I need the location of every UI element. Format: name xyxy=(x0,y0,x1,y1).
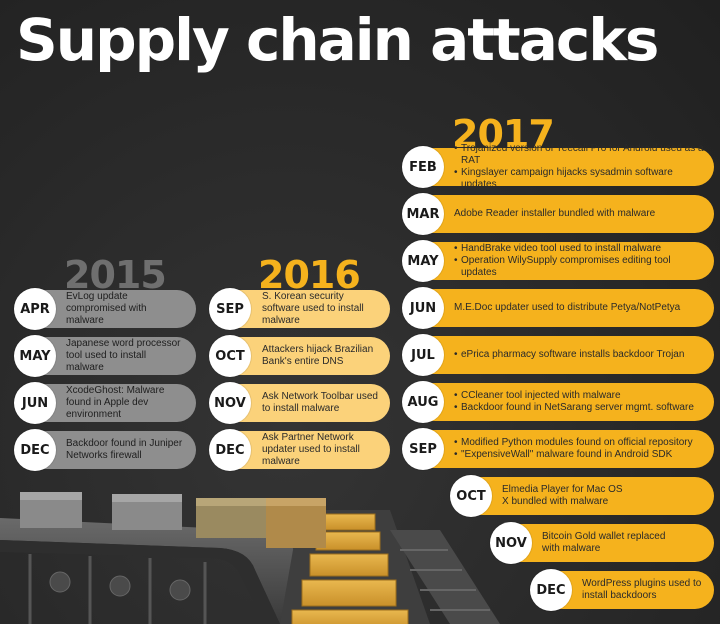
timeline-entry-2017-oct: Elmedia Player for Mac OS X bundled with… xyxy=(472,477,714,515)
entry-text: Attackers hijack Brazilian Bank's entire… xyxy=(262,344,374,367)
page-title: Supply chain attacks xyxy=(16,6,659,74)
entry-text: EvLog update compromised with malware xyxy=(66,291,147,326)
timeline-entry-2017-aug: CCleaner tool injected with malware Back… xyxy=(424,383,714,421)
bullet-item: Kingslayer campaign hijacks sysadmin sof… xyxy=(454,167,704,191)
timeline-entry-2017-feb: Trojanized version of Yeecall Pro for An… xyxy=(424,143,714,190)
entry-text: Ask Network Toolbar used to install malw… xyxy=(262,391,378,414)
timeline-entry-2015-apr: EvLog update compromised with malware xyxy=(36,290,196,328)
timeline-entry-2017-may: HandBrake video tool used to install mal… xyxy=(424,242,714,280)
timeline-entry-2015-may: Japanese word processor tool used to ins… xyxy=(36,337,196,375)
entry-text: WordPress plugins used to install backdo… xyxy=(582,578,702,601)
entry-bullets: Modified Python modules found on officia… xyxy=(454,437,693,461)
entry-text: S. Korean security software used to inst… xyxy=(262,291,364,326)
month-badge-may: MAY xyxy=(402,240,444,282)
year-heading-2015: 2015 xyxy=(64,253,167,297)
timeline-entry-2017-mar: Adobe Reader installer bundled with malw… xyxy=(424,195,714,233)
timeline-entry-2016-dec: Ask Partner Network updater used to inst… xyxy=(232,431,390,469)
entry-bullets: CCleaner tool injected with malware Back… xyxy=(454,390,694,414)
timeline-entry-2016-sep: S. Korean security software used to inst… xyxy=(232,290,390,328)
month-badge-apr: APR xyxy=(14,288,56,330)
year-heading-2016: 2016 xyxy=(258,253,361,297)
entry-text: Bitcoin Gold wallet replaced with malwar… xyxy=(542,531,666,554)
timeline-entry-2017-jul: ePrica pharmacy software installs backdo… xyxy=(424,336,714,374)
bullet-item: "ExpensiveWall" malware found in Android… xyxy=(454,449,693,461)
timeline-entry-2017-jun: M.E.Doc updater used to distribute Petya… xyxy=(424,289,714,327)
entry-text: Backdoor found in Juniper Networks firew… xyxy=(66,438,183,461)
month-badge-nov: NOV xyxy=(490,522,532,564)
month-badge-dec: DEC xyxy=(530,569,572,611)
entry-text: Ask Partner Network updater used to inst… xyxy=(262,432,360,467)
month-badge-nov: NOV xyxy=(209,382,251,424)
month-badge-feb: FEB xyxy=(402,146,444,188)
bullet-item: ePrica pharmacy software installs backdo… xyxy=(454,349,684,361)
conveyor-belt-illustration xyxy=(0,492,500,624)
timeline-entry-2015-jun: XcodeGhost: Malware found in Apple dev e… xyxy=(36,384,196,422)
entry-bullets: ePrica pharmacy software installs backdo… xyxy=(454,349,684,361)
timeline-entry-2015-dec: Backdoor found in Juniper Networks firew… xyxy=(36,431,196,469)
entry-text: Elmedia Player for Mac OS X bundled with… xyxy=(502,484,623,507)
bullet-item: Operation WilySupply compromises editing… xyxy=(454,255,704,279)
entry-bullets: Trojanized version of Yeecall Pro for An… xyxy=(454,143,704,191)
entry-bullets: HandBrake video tool used to install mal… xyxy=(454,243,704,279)
timeline-entry-2016-nov: Ask Network Toolbar used to install malw… xyxy=(232,384,390,422)
timeline-entry-2016-oct: Attackers hijack Brazilian Bank's entire… xyxy=(232,337,390,375)
month-badge-oct: OCT xyxy=(450,475,492,517)
month-badge-mar: MAR xyxy=(402,193,444,235)
bullet-item: Trojanized version of Yeecall Pro for An… xyxy=(454,143,704,167)
bullet-item: Backdoor found in NetSarang server mgmt.… xyxy=(454,402,694,414)
month-badge-may: MAY xyxy=(14,335,56,377)
entry-text: Adobe Reader installer bundled with malw… xyxy=(454,208,656,219)
month-badge-jun: JUN xyxy=(14,382,56,424)
month-badge-dec: DEC xyxy=(14,429,56,471)
entry-text: M.E.Doc updater used to distribute Petya… xyxy=(454,302,681,313)
month-badge-aug: AUG xyxy=(402,381,444,423)
timeline-entry-2017-dec: WordPress plugins used to install backdo… xyxy=(552,571,714,609)
month-badge-sep: SEP xyxy=(209,288,251,330)
entry-text: XcodeGhost: Malware found in Apple dev e… xyxy=(66,385,165,420)
month-badge-sep: SEP xyxy=(402,428,444,470)
bullet-item: Modified Python modules found on officia… xyxy=(454,437,693,449)
month-badge-jul: JUL xyxy=(402,334,444,376)
bullet-item: CCleaner tool injected with malware xyxy=(454,390,694,402)
timeline-entry-2017-nov: Bitcoin Gold wallet replaced with malwar… xyxy=(512,524,714,562)
bullet-item: HandBrake video tool used to install mal… xyxy=(454,243,704,255)
month-badge-dec: DEC xyxy=(209,429,251,471)
month-badge-oct: OCT xyxy=(209,335,251,377)
entry-text: Japanese word processor tool used to ins… xyxy=(66,338,181,373)
month-badge-jun: JUN xyxy=(402,287,444,329)
timeline-entry-2017-sep: Modified Python modules found on officia… xyxy=(424,430,714,468)
